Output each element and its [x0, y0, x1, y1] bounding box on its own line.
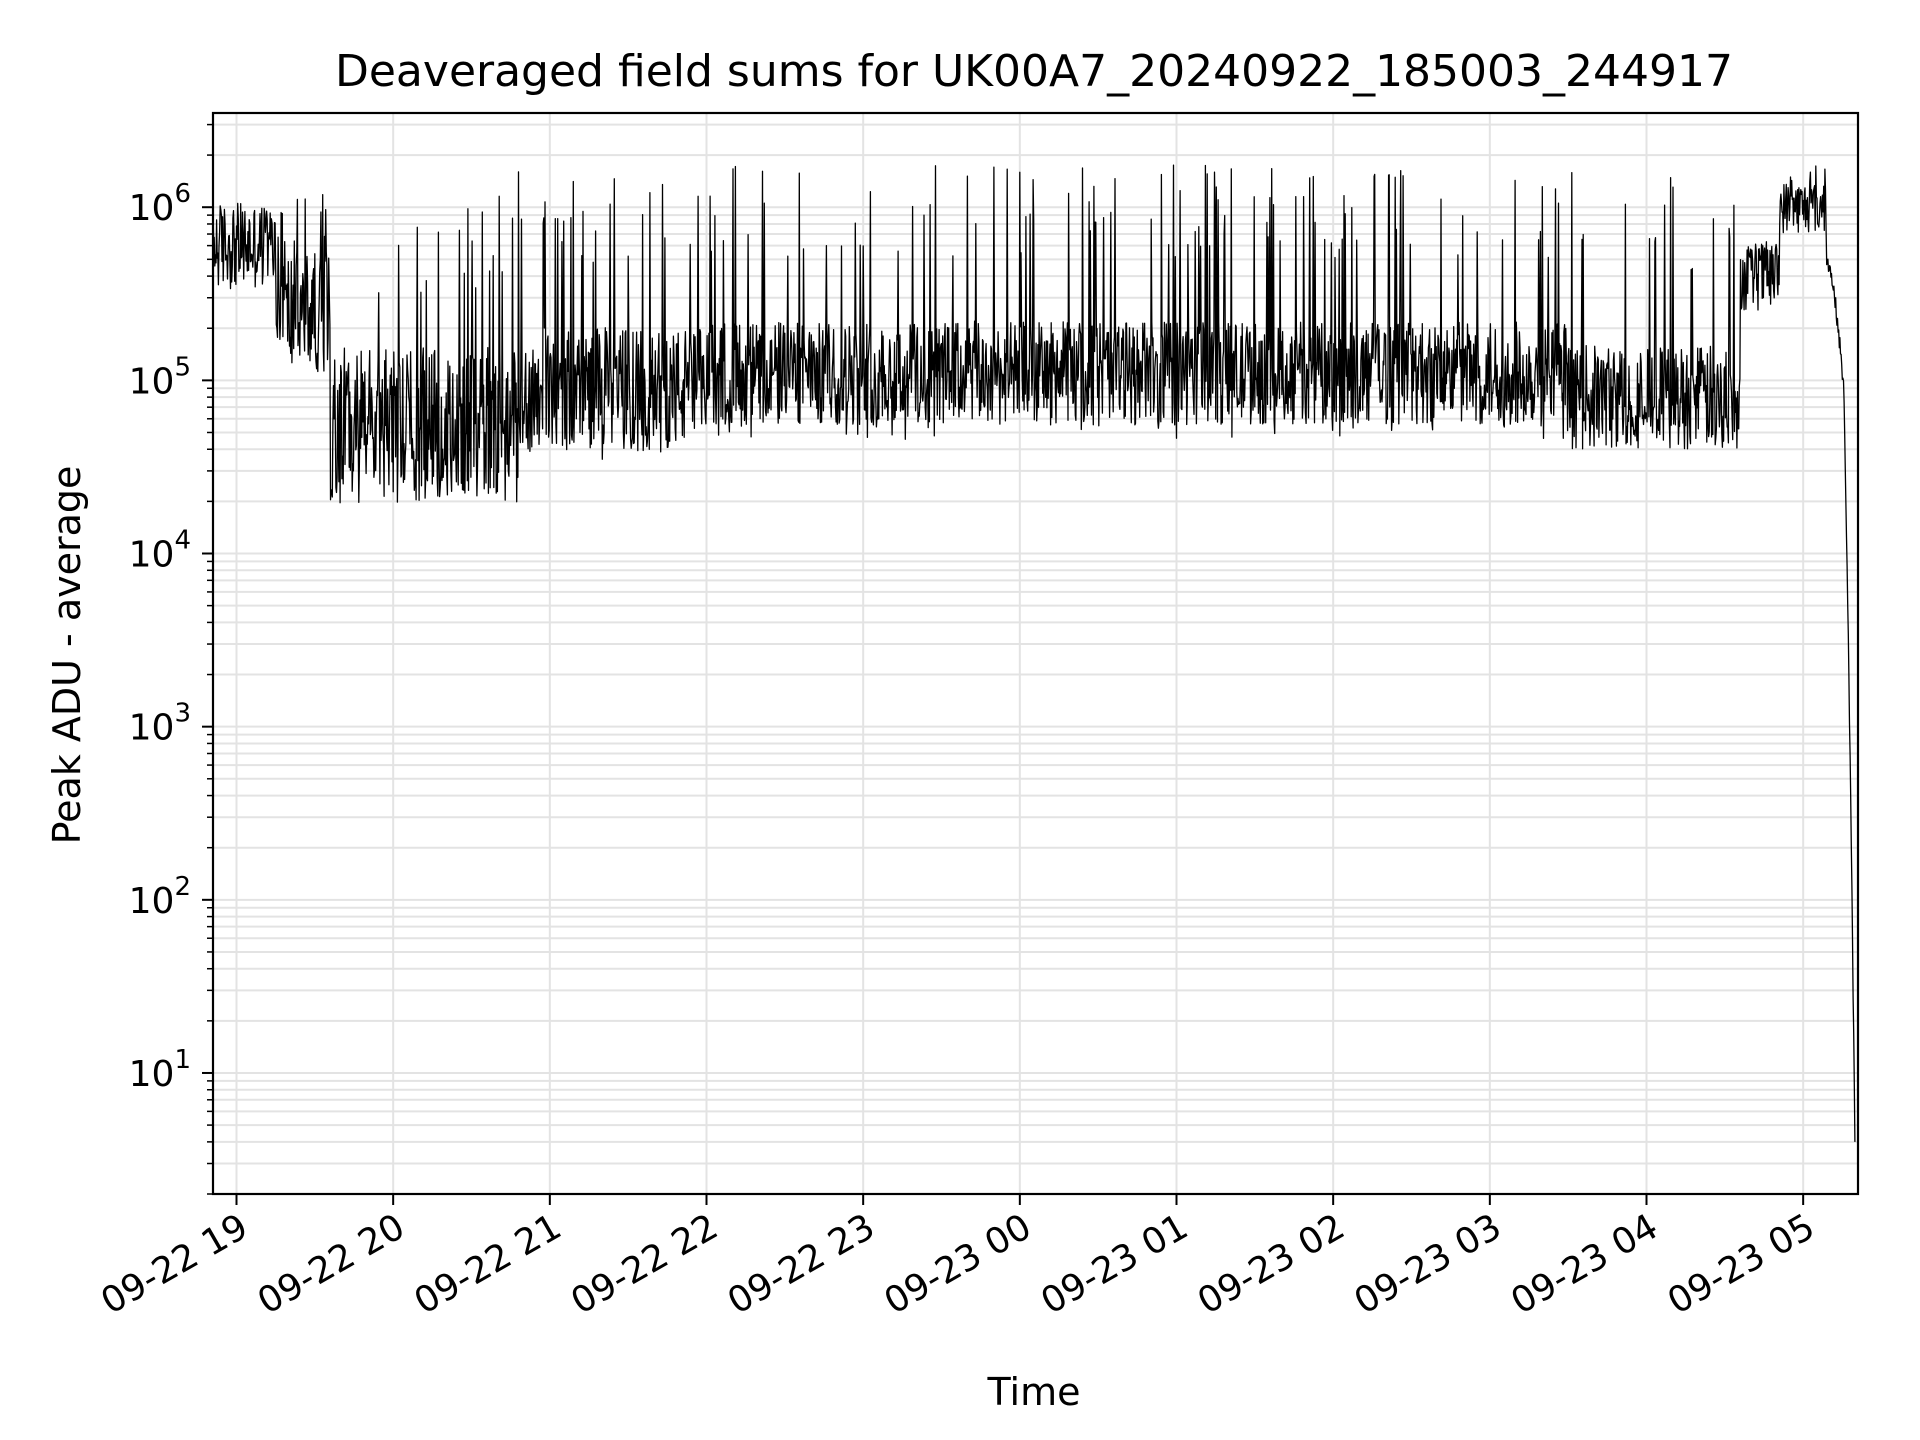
y-tick-label: 106 — [129, 179, 191, 229]
y-tick-label: 105 — [129, 352, 191, 402]
x-tick-label: 09-22 23 — [721, 1206, 882, 1322]
y-axis-label: Peak ADU - average — [45, 466, 89, 845]
y-tick-label: 101 — [129, 1045, 191, 1095]
x-tick-label: 09-23 03 — [1348, 1206, 1509, 1322]
plot-frame — [211, 111, 1860, 1196]
x-tick-label: 09-23 05 — [1661, 1206, 1822, 1322]
x-tick-label: 09-22 20 — [251, 1206, 412, 1322]
x-tick-label: 09-22 22 — [564, 1206, 725, 1322]
x-tick-label: 09-23 04 — [1504, 1206, 1665, 1322]
series-line — [212, 164, 1856, 1142]
x-axis-label: Time — [987, 1370, 1081, 1414]
x-tick-label: 09-22 19 — [94, 1206, 255, 1322]
y-tick-label: 104 — [129, 526, 191, 576]
y-tick-label: 102 — [129, 872, 191, 922]
y-tick-label: 103 — [129, 699, 191, 749]
x-tick-label: 09-23 02 — [1191, 1206, 1352, 1322]
x-tick-label: 09-23 00 — [878, 1206, 1039, 1322]
chart-title: Deaveraged field sums for UK00A7_2024092… — [335, 46, 1733, 97]
series-layer — [212, 164, 1856, 1142]
x-tick-label: 09-22 21 — [408, 1206, 569, 1322]
x-tick-label: 09-23 01 — [1034, 1206, 1195, 1322]
